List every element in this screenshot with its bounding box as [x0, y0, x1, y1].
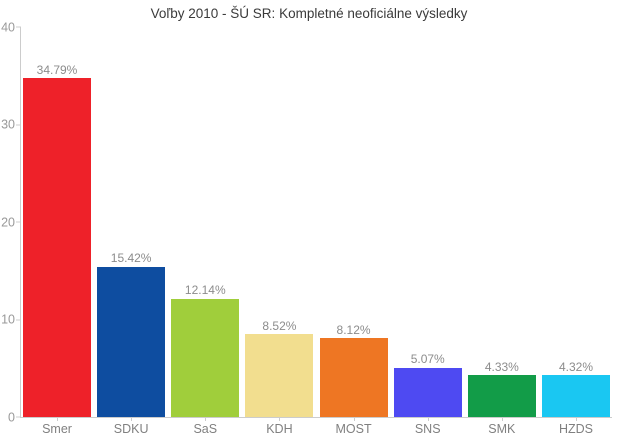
- y-axis-tick: [16, 221, 21, 223]
- bar-value-label: 34.79%: [36, 62, 78, 77]
- category-label-sdku: SDKU: [113, 422, 149, 436]
- bar-cell-smk: 4.33% SMK: [467, 27, 536, 436]
- x-axis-tick: [57, 417, 58, 421]
- category-label-most: MOST: [335, 422, 372, 436]
- y-axis-tick-label: 10: [1, 312, 15, 327]
- chart-title: Voľby 2010 - ŠÚ SR: Kompletné neoficiáln…: [150, 6, 468, 21]
- bar-cell-sdku: 15.42% SDKU: [97, 27, 166, 436]
- category-label-sns: SNS: [414, 422, 441, 436]
- bar-value-label: 8.52%: [262, 318, 297, 333]
- category-label-sas: SaS: [193, 422, 218, 436]
- category-label-smer: Smer: [42, 422, 72, 436]
- bar-value-label: 5.07%: [410, 352, 445, 367]
- x-axis-tick: [575, 417, 577, 421]
- y-axis-tick: [16, 319, 21, 320]
- bars-container: 34.79% Smer 15.42% SDKU 12.14% SaS 8.52% KDH 8.1…: [21, 27, 612, 436]
- bar-value-label: 4.33%: [484, 359, 519, 374]
- bar-value-label: 15.42%: [110, 251, 152, 266]
- y-axis-tick: [16, 416, 21, 418]
- bar-value-label: 4.32%: [558, 359, 593, 374]
- plot-area: 0 10 20 30 40 34.79% Smer 15.42% SDKU 12.14% SaS 8.…: [1, 21, 612, 436]
- y-axis-tick: [16, 26, 21, 28]
- y-axis-tick-label: 0: [8, 409, 15, 424]
- bar-cell-kdh: 8.52% KDH: [245, 27, 314, 436]
- category-label-kdh: KDH: [266, 422, 293, 436]
- bar-most[interactable]: [319, 337, 388, 417]
- bar-cell-hzds: 4.32% HZDS: [541, 27, 610, 436]
- category-label-hzds: HZDS: [558, 422, 593, 436]
- bar-sas[interactable]: [171, 298, 240, 417]
- bar-value-label: 8.12%: [336, 322, 371, 337]
- bar-sns[interactable]: [393, 367, 462, 417]
- y-axis-tick-label: 30: [1, 117, 15, 132]
- x-axis-tick: [353, 417, 355, 421]
- y-axis-tick: [16, 124, 21, 125]
- bar-value-label: 12.14%: [184, 283, 226, 298]
- x-axis-tick: [501, 417, 503, 421]
- x-axis-tick: [427, 417, 429, 421]
- bar-sdku[interactable]: [97, 266, 166, 417]
- bar-kdh[interactable]: [245, 333, 314, 417]
- x-axis-tick: [131, 417, 133, 421]
- bar-cell-sns: 5.07% SNS: [393, 27, 462, 436]
- x-axis-tick: [279, 417, 281, 421]
- bar-hzds[interactable]: [541, 374, 610, 417]
- y-axis-tick-label: 20: [1, 214, 15, 229]
- bar-cell-most: 8.12% MOST: [319, 27, 388, 436]
- category-label-smk: SMK: [488, 422, 516, 436]
- bar-cell-sas: 12.14% SaS: [171, 27, 240, 436]
- bar-smk[interactable]: [467, 374, 536, 417]
- x-axis-tick: [205, 417, 207, 421]
- bar-smer[interactable]: [23, 77, 91, 417]
- y-axis-tick-label: 40: [1, 19, 15, 34]
- bar-cell-smer: 34.79% Smer: [23, 27, 91, 436]
